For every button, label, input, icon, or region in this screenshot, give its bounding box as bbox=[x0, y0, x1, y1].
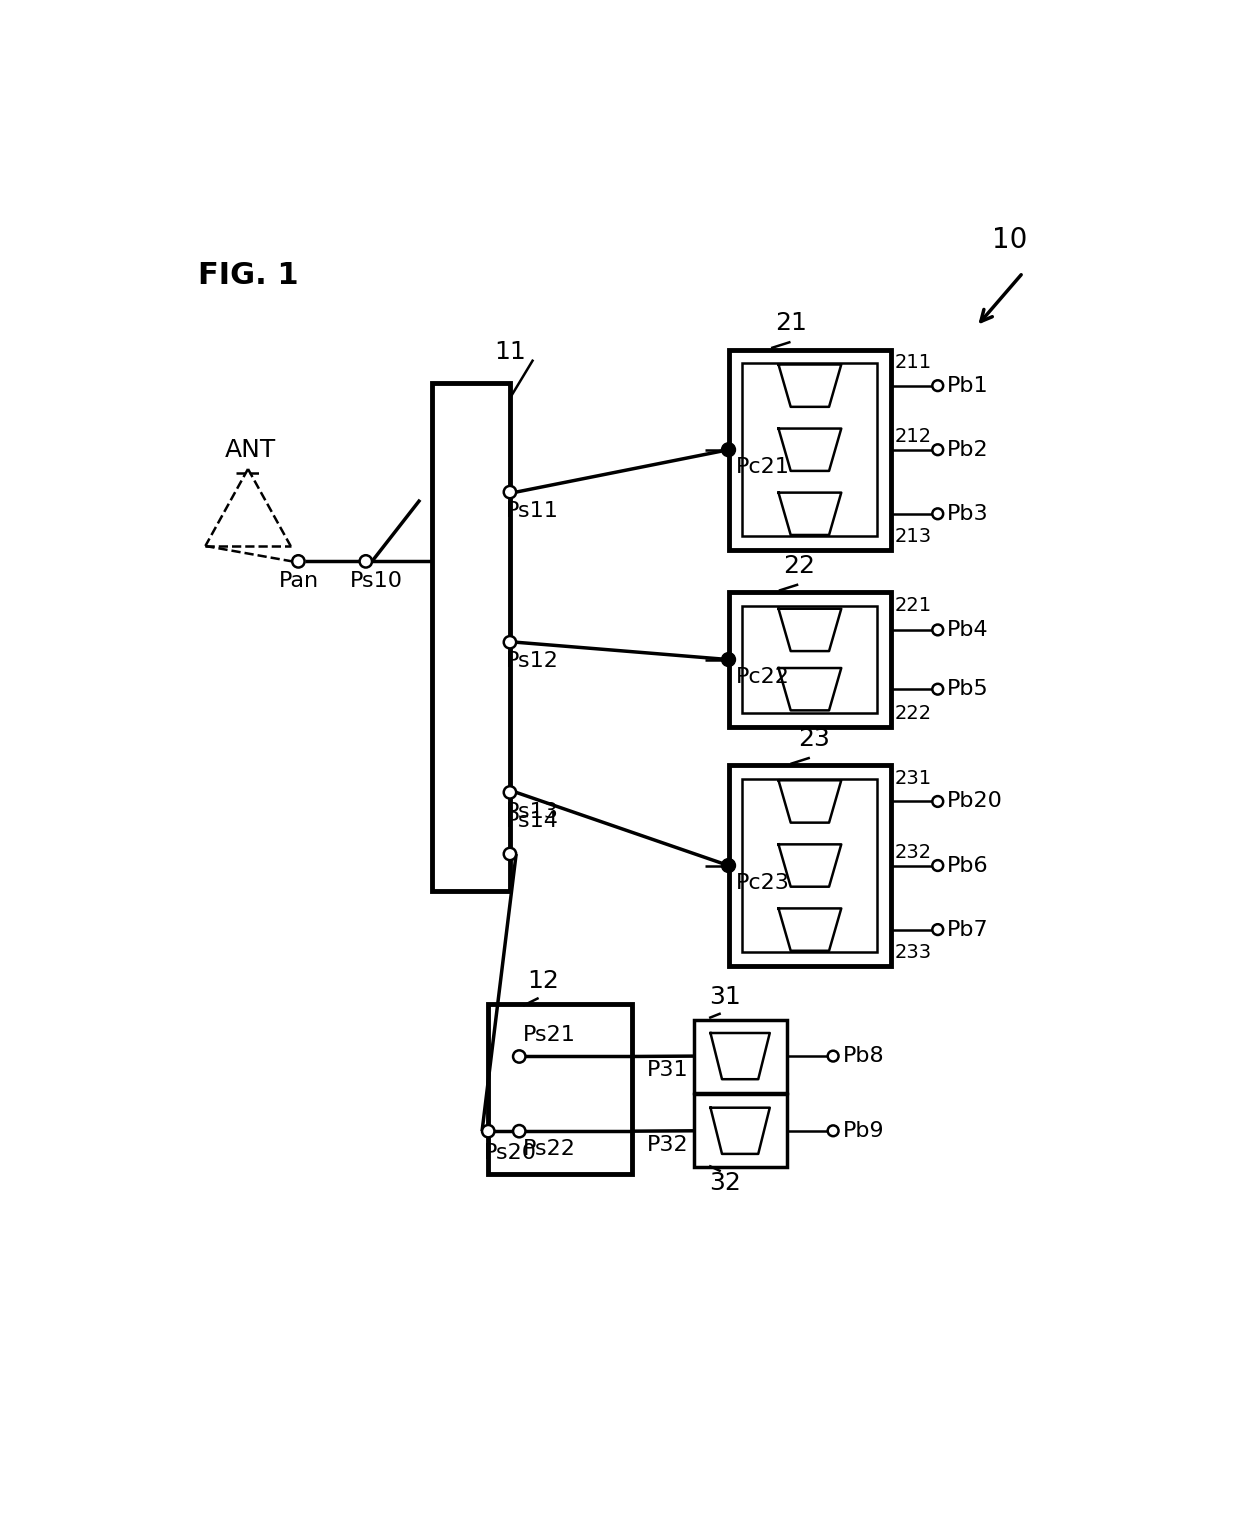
Circle shape bbox=[828, 1051, 838, 1062]
Circle shape bbox=[503, 848, 516, 861]
Text: 222: 222 bbox=[895, 704, 932, 723]
Text: Pc23: Pc23 bbox=[737, 873, 790, 893]
Bar bbox=[743, 779, 878, 951]
Text: 10: 10 bbox=[992, 227, 1028, 255]
Circle shape bbox=[503, 486, 516, 499]
Text: Ps13: Ps13 bbox=[506, 802, 559, 822]
Text: 22: 22 bbox=[782, 554, 815, 578]
Circle shape bbox=[722, 443, 735, 457]
Text: Pb1: Pb1 bbox=[947, 376, 988, 396]
Text: Pb5: Pb5 bbox=[947, 680, 988, 700]
Text: 12: 12 bbox=[527, 969, 559, 994]
Text: Pb7: Pb7 bbox=[947, 919, 988, 940]
Bar bbox=[743, 606, 878, 713]
Bar bbox=[489, 1005, 631, 1174]
Text: Ps20: Ps20 bbox=[485, 1143, 537, 1163]
Text: Pan: Pan bbox=[279, 571, 319, 591]
Circle shape bbox=[503, 637, 516, 649]
Circle shape bbox=[293, 555, 305, 568]
Text: 11: 11 bbox=[495, 341, 526, 365]
Circle shape bbox=[722, 652, 735, 666]
Bar bbox=[433, 384, 510, 891]
Text: Pb8: Pb8 bbox=[842, 1046, 884, 1066]
Text: FIG. 1: FIG. 1 bbox=[197, 261, 299, 290]
Circle shape bbox=[932, 861, 944, 871]
Circle shape bbox=[513, 1124, 526, 1137]
Bar bbox=[693, 1094, 786, 1167]
Text: 21: 21 bbox=[775, 311, 807, 334]
Text: Pb9: Pb9 bbox=[842, 1121, 884, 1141]
Text: 212: 212 bbox=[895, 426, 932, 446]
Text: Ps10: Ps10 bbox=[351, 571, 403, 591]
Text: 233: 233 bbox=[895, 943, 932, 962]
Circle shape bbox=[932, 796, 944, 807]
Circle shape bbox=[932, 508, 944, 518]
Circle shape bbox=[513, 1051, 526, 1063]
Text: 211: 211 bbox=[895, 353, 932, 373]
Text: Pb2: Pb2 bbox=[947, 440, 988, 460]
Text: P31: P31 bbox=[647, 1060, 688, 1080]
Circle shape bbox=[360, 555, 372, 568]
Circle shape bbox=[932, 923, 944, 936]
Circle shape bbox=[932, 684, 944, 695]
Text: Pb20: Pb20 bbox=[947, 792, 1003, 811]
Text: 221: 221 bbox=[895, 597, 932, 615]
Bar bbox=[729, 592, 892, 727]
Text: 232: 232 bbox=[895, 842, 932, 862]
Text: 23: 23 bbox=[799, 727, 830, 752]
Text: 231: 231 bbox=[895, 769, 932, 788]
Circle shape bbox=[722, 859, 735, 873]
Text: Pc21: Pc21 bbox=[737, 457, 790, 477]
Bar bbox=[743, 364, 878, 535]
Text: Pb4: Pb4 bbox=[947, 620, 988, 640]
Circle shape bbox=[932, 624, 944, 635]
Text: Ps21: Ps21 bbox=[523, 1025, 577, 1045]
Text: Ps22: Ps22 bbox=[523, 1138, 577, 1158]
Bar bbox=[693, 1020, 786, 1092]
Text: 213: 213 bbox=[895, 528, 932, 546]
Text: Pc22: Pc22 bbox=[737, 667, 790, 687]
Bar bbox=[729, 350, 892, 549]
Circle shape bbox=[482, 1124, 495, 1137]
Text: Ps12: Ps12 bbox=[506, 652, 559, 672]
Text: Pb3: Pb3 bbox=[947, 503, 988, 523]
Text: 32: 32 bbox=[709, 1172, 742, 1195]
Text: Ps11: Ps11 bbox=[506, 502, 559, 522]
Circle shape bbox=[932, 445, 944, 456]
Text: 31: 31 bbox=[709, 985, 740, 1009]
Text: ANT: ANT bbox=[224, 439, 277, 462]
Circle shape bbox=[828, 1126, 838, 1137]
Bar bbox=[729, 765, 892, 965]
Text: P32: P32 bbox=[647, 1135, 688, 1155]
Circle shape bbox=[503, 787, 516, 799]
Circle shape bbox=[932, 380, 944, 391]
Text: Pb6: Pb6 bbox=[947, 856, 988, 876]
Text: Ps14: Ps14 bbox=[506, 811, 559, 831]
